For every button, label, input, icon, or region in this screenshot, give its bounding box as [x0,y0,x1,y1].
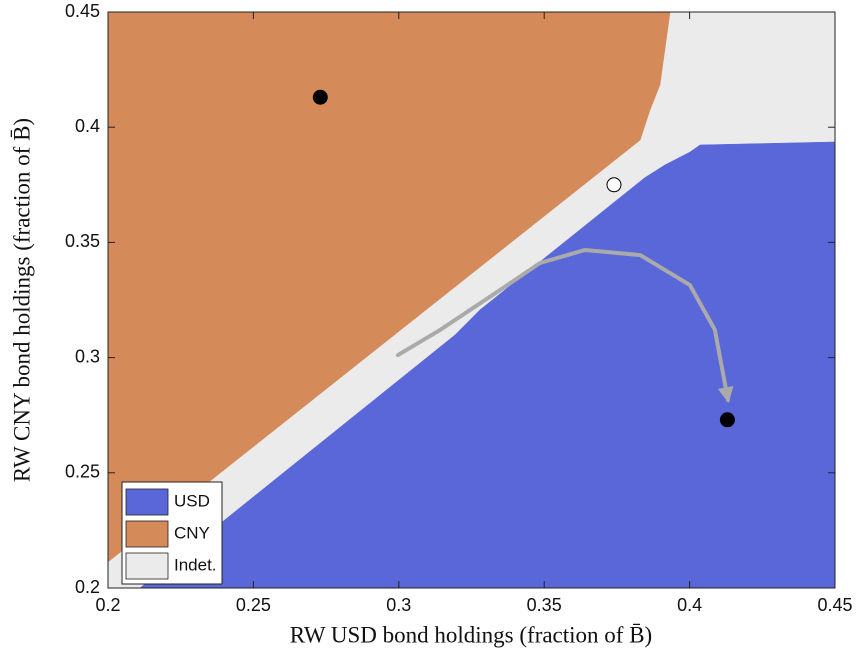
x-tick-label: 0.35 [527,595,562,615]
x-tick-label: 0.3 [386,595,411,615]
y-tick-label: 0.2 [75,577,100,597]
y-tick-label: 0.45 [65,1,100,21]
y-tick-label: 0.3 [75,346,100,366]
point [312,89,328,105]
plot-area [107,11,836,589]
legend-label: CNY [174,523,210,542]
point [719,412,735,428]
x-tick-label: 0.45 [817,595,852,615]
point [606,177,622,193]
x-axis-label: RW USD bond holdings (fraction of B̄) [290,622,652,647]
y-tick-label: 0.35 [65,231,100,251]
legend-label: USD [174,491,210,510]
x-tick-label: 0.25 [236,595,271,615]
legend-swatch [125,552,169,580]
legend-swatch [125,488,169,516]
y-axis-label: RW CNY bond holdings (fraction of B̄) [9,118,34,482]
x-tick-label: 0.2 [95,595,120,615]
plot-frame [107,11,836,589]
y-tick-label: 0.25 [65,462,100,482]
y-tick-label: 0.4 [75,116,100,136]
trajectory [395,247,734,404]
legend-label: Indet. [174,555,217,574]
x-tick-label: 0.4 [677,595,702,615]
legend-swatch [125,520,169,548]
